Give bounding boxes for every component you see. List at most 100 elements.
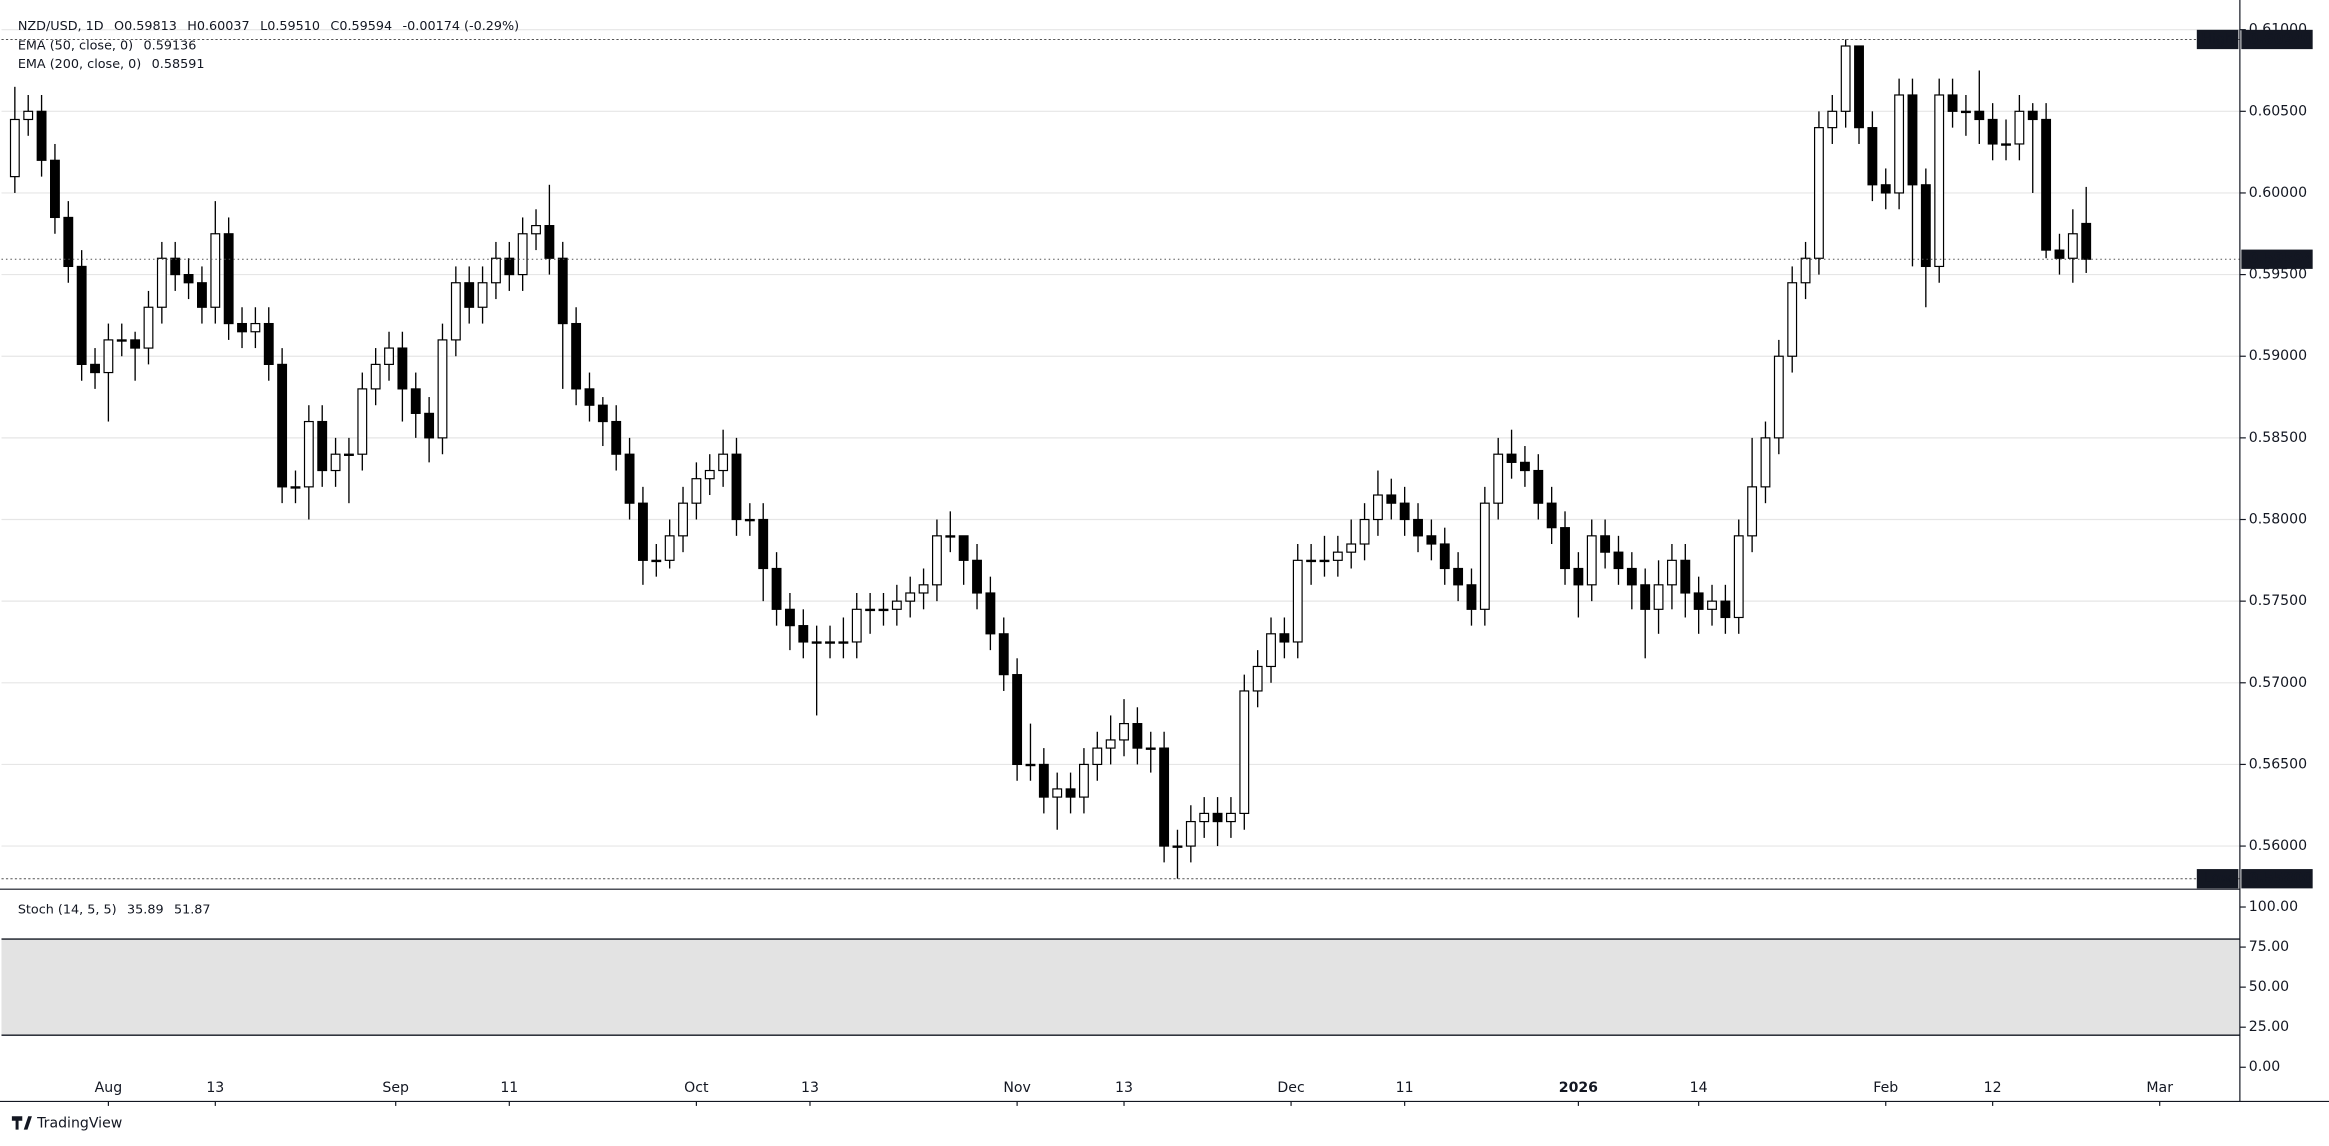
candle-body [210,233,221,308]
y-tick-label: 0.57500 [2249,593,2307,609]
candle-body [758,518,769,570]
marker-name: Low [2204,871,2232,887]
y-tick-label: 0.56500 [2249,756,2307,772]
candle-body [1239,690,1250,815]
candle-body [1159,747,1170,847]
candle-body [490,257,501,284]
candle-body [611,420,622,455]
candle-body [1773,355,1784,439]
candle-body [156,257,167,308]
candle-body [1279,633,1290,643]
candle-body [290,486,301,489]
candle-body [624,453,635,504]
candle-body [477,282,488,308]
candle-body [250,322,261,333]
indicator-name: Stoch (14, 5, 5) [18,902,117,917]
candle-body [223,233,234,325]
x-tick-label: 12 [1984,1080,2002,1096]
candle-body [2027,110,2038,121]
candle-body [1119,723,1129,741]
candle-body [1800,257,1811,284]
candle-body [838,641,849,644]
candle-body [1359,518,1370,545]
candle-body [1466,584,1477,610]
candle-body [90,363,100,374]
candle-body [2014,110,2025,145]
y-tick-label: 0.58500 [2249,430,2307,446]
candle-body [718,453,729,472]
x-tick-label: Oct [684,1080,709,1096]
candle-body [1827,110,1838,129]
candle-body [918,584,929,594]
candle-body [344,453,354,456]
x-tick-label: Nov [1003,1080,1031,1096]
last-price-box [2241,249,2313,269]
candle-body [1666,559,1677,586]
logo[interactable]: TradingView [11,1116,122,1132]
candle-body [704,469,715,480]
candle-body [370,363,381,390]
marker-value-box [2241,869,2313,889]
logo-text: TradingView [36,1116,122,1132]
y-tick-label: 0.58000 [2249,512,2307,528]
candle-body [1319,559,1330,563]
y-tick-label: 0.60000 [2249,185,2307,201]
band-fill [1,939,2240,1036]
indicator-name: EMA (50, close, 0) [18,39,133,54]
candle-body [637,502,648,561]
candle-body [277,363,288,488]
candle-body [958,535,969,561]
x-tick-label: Dec [1277,1080,1304,1096]
candle-body [691,478,702,504]
candle-body [531,225,541,235]
candle-body [945,535,956,538]
candle-body [1292,559,1303,643]
candle-body [2001,143,2011,146]
candle-body [23,110,34,121]
candle-body [1960,110,1971,114]
candle-body [1012,674,1023,766]
candle-body [998,633,1009,676]
candle-body [2054,249,2065,259]
candle-body [1145,747,1156,750]
candle-body [1252,665,1263,692]
candle-body [517,233,528,276]
candle-body [36,110,47,161]
candle-body [811,641,822,644]
last-price-label: 0.59594 [2249,251,2313,267]
marker-name-box [2196,869,2239,889]
candle-body [116,339,127,342]
x-tick-label: 13 [1115,1080,1133,1096]
candle-body [651,559,662,563]
candle-body [664,535,675,561]
candle-body [851,608,862,643]
candle-body [63,216,74,268]
candle-body [1185,820,1196,847]
candle-body [1894,94,1905,194]
candle-body [1813,127,1824,259]
candle-body [1586,535,1597,586]
candle-body [1426,535,1437,545]
marker-name: High [2201,31,2233,47]
y-tick-label: 0.57000 [2249,675,2307,691]
candle-body [972,559,982,594]
candle-body [1680,559,1691,594]
candle-body [464,282,475,308]
quote-value: C0.59594 [330,19,392,34]
candle-body [384,347,394,365]
candle-body [2081,222,2092,260]
candle-body [1225,812,1236,823]
y-tick-label: 0.60500 [2249,103,2307,119]
candle-body [1372,494,1383,521]
x-tick-label: Aug [95,1080,123,1096]
candle-body [1613,551,1624,570]
indicator-value: 0.58591 [152,57,205,72]
candle-body [1934,94,1945,268]
candle-body [504,257,515,276]
quote-value: O0.59813 [114,19,177,34]
candle-body [798,625,809,643]
candle-body [9,118,20,178]
candle-body [450,282,461,341]
